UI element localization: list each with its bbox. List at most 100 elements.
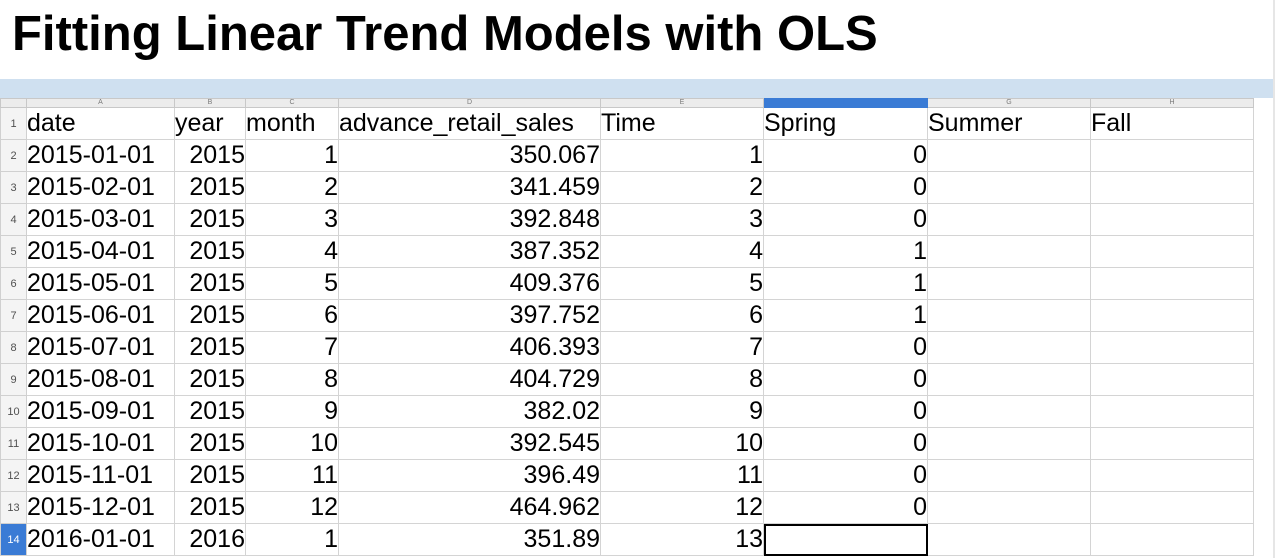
cell[interactable] <box>927 427 1091 460</box>
cell[interactable] <box>1090 523 1254 556</box>
row-header[interactable]: 1 <box>0 107 27 140</box>
cell[interactable]: 396.49 <box>338 459 601 492</box>
row-header[interactable]: 10 <box>0 395 27 428</box>
cell[interactable]: 1 <box>600 139 764 172</box>
cell[interactable] <box>1090 491 1254 524</box>
cell[interactable]: 8 <box>600 363 764 396</box>
cell[interactable] <box>927 331 1091 364</box>
cell[interactable]: 13 <box>600 523 764 556</box>
cell[interactable]: 0 <box>763 331 928 364</box>
cell[interactable] <box>1090 331 1254 364</box>
cell[interactable]: 2015 <box>174 331 246 364</box>
cell[interactable]: 8 <box>245 363 339 396</box>
cell[interactable] <box>927 203 1091 236</box>
cell[interactable]: 341.459 <box>338 171 601 204</box>
cell[interactable]: 9 <box>245 395 339 428</box>
cell[interactable]: 2015 <box>174 267 246 300</box>
cell[interactable]: 2015 <box>174 395 246 428</box>
cell[interactable]: 7 <box>600 331 764 364</box>
cell[interactable]: 387.352 <box>338 235 601 268</box>
column-header-b[interactable]: B <box>174 98 246 108</box>
cell[interactable] <box>927 267 1091 300</box>
cell[interactable] <box>927 363 1091 396</box>
cell[interactable]: 0 <box>763 427 928 460</box>
cell[interactable]: 392.848 <box>338 203 601 236</box>
cell[interactable]: 2015 <box>174 427 246 460</box>
cell[interactable]: 409.376 <box>338 267 601 300</box>
cell[interactable]: 9 <box>600 395 764 428</box>
cell[interactable]: 0 <box>763 395 928 428</box>
cell[interactable]: 0 <box>763 139 928 172</box>
cell[interactable] <box>1090 395 1254 428</box>
row-header[interactable]: 3 <box>0 171 27 204</box>
cell[interactable]: 1 <box>763 299 928 332</box>
cell[interactable]: date <box>26 107 175 140</box>
cell[interactable]: 2015-01-01 <box>26 139 175 172</box>
cell[interactable] <box>1090 363 1254 396</box>
cell[interactable]: Summer <box>927 107 1091 140</box>
column-header-e[interactable]: E <box>600 98 764 108</box>
cell[interactable]: 2015-06-01 <box>26 299 175 332</box>
cell[interactable]: 5 <box>245 267 339 300</box>
cell[interactable]: 397.752 <box>338 299 601 332</box>
column-header-h[interactable]: H <box>1090 98 1254 108</box>
row-header[interactable]: 14 <box>0 523 27 556</box>
cell[interactable]: 3 <box>245 203 339 236</box>
cell[interactable]: 12 <box>600 491 764 524</box>
cell[interactable]: 2015-07-01 <box>26 331 175 364</box>
cell[interactable]: 2015-08-01 <box>26 363 175 396</box>
cell[interactable] <box>1090 299 1254 332</box>
cell[interactable]: 2015-05-01 <box>26 267 175 300</box>
cell[interactable]: 6 <box>600 299 764 332</box>
cell[interactable] <box>927 523 1091 556</box>
cell[interactable] <box>1090 203 1254 236</box>
cell[interactable] <box>1090 139 1254 172</box>
cell[interactable]: Spring <box>763 107 928 140</box>
cell[interactable]: 2015-12-01 <box>26 491 175 524</box>
cell[interactable]: 0 <box>763 363 928 396</box>
cell[interactable]: 4 <box>245 235 339 268</box>
cell[interactable] <box>927 459 1091 492</box>
cell[interactable]: 0 <box>763 459 928 492</box>
cell[interactable]: 1 <box>763 267 928 300</box>
cell[interactable] <box>927 235 1091 268</box>
column-header-c[interactable]: C <box>245 98 339 108</box>
cell[interactable]: 1 <box>763 235 928 268</box>
cell[interactable] <box>927 139 1091 172</box>
cell[interactable]: 0 <box>763 203 928 236</box>
cell[interactable]: 0 <box>763 171 928 204</box>
cell[interactable]: 2015-10-01 <box>26 427 175 460</box>
cell[interactable]: 3 <box>600 203 764 236</box>
row-header[interactable]: 2 <box>0 139 27 172</box>
cell[interactable]: 1 <box>245 523 339 556</box>
cell[interactable]: 1 <box>245 139 339 172</box>
cell[interactable]: 10 <box>245 427 339 460</box>
cell[interactable]: 11 <box>600 459 764 492</box>
select-all-corner[interactable] <box>0 98 27 108</box>
column-header-f[interactable]: F <box>763 98 928 108</box>
cell[interactable]: 6 <box>245 299 339 332</box>
cell[interactable]: 2015 <box>174 171 246 204</box>
row-header[interactable]: 6 <box>0 267 27 300</box>
cell[interactable]: 2015-04-01 <box>26 235 175 268</box>
cell[interactable]: 2 <box>600 171 764 204</box>
active-cell[interactable] <box>763 523 928 556</box>
column-header-g[interactable]: G <box>927 98 1091 108</box>
cell[interactable]: 382.02 <box>338 395 601 428</box>
row-header[interactable]: 4 <box>0 203 27 236</box>
row-header[interactable]: 7 <box>0 299 27 332</box>
row-header[interactable]: 8 <box>0 331 27 364</box>
cell[interactable]: 2015 <box>174 299 246 332</box>
cell[interactable]: Time <box>600 107 764 140</box>
cell[interactable]: 2015 <box>174 363 246 396</box>
cell[interactable]: 7 <box>245 331 339 364</box>
cell[interactable]: 351.89 <box>338 523 601 556</box>
row-header[interactable]: 9 <box>0 363 27 396</box>
cell[interactable]: 2015 <box>174 139 246 172</box>
cell[interactable]: 12 <box>245 491 339 524</box>
cell[interactable]: 2015-09-01 <box>26 395 175 428</box>
cell[interactable]: 404.729 <box>338 363 601 396</box>
cell[interactable]: advance_retail_sales <box>338 107 601 140</box>
cell[interactable] <box>1090 427 1254 460</box>
cell[interactable]: 2016 <box>174 523 246 556</box>
